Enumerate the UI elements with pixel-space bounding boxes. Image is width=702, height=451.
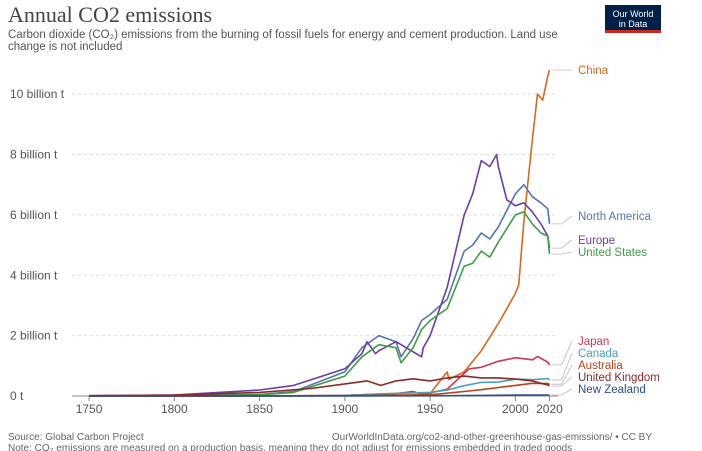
x-tick-label-6: 2020: [536, 402, 563, 416]
chart-title: Annual CO2 emissions: [8, 2, 213, 27]
legend-connector-new-zealand: [551, 388, 573, 396]
series-line-united-states: [89, 211, 551, 397]
logo-text-line1: Our World: [612, 9, 654, 19]
legend-label-japan: Japan: [578, 336, 609, 348]
y-tick-label-0: 0 t: [10, 389, 24, 403]
legend-label-canada: Canada: [578, 348, 619, 360]
legend-connector-united-kingdom: [551, 376, 573, 387]
source-note: Source: Global Carbon Project: [8, 432, 144, 443]
y-tick-label-1: 2 billion t: [10, 329, 58, 343]
x-tick-label-4: 1950: [417, 402, 444, 416]
chart-subtitle: Carbon dioxide (CO₂) emissions from the …: [8, 29, 558, 53]
legend-label-australia: Australia: [578, 360, 623, 372]
x-tick-label-3: 1900: [331, 402, 358, 416]
x-tick-label-5: 2000: [502, 402, 529, 416]
series-line-europe: [89, 153, 551, 397]
y-tick-label-2: 4 billion t: [10, 268, 58, 282]
legend-label-united-states: United States: [578, 247, 647, 259]
legend-label-china: China: [578, 65, 609, 77]
series-line-united-kingdom: [89, 375, 550, 397]
legend-label-europe: Europe: [578, 235, 615, 247]
legend-connector-canada: [551, 352, 573, 381]
x-tick-label-1: 1800: [161, 402, 188, 416]
legend-label-united-kingdom: United Kingdom: [578, 372, 660, 384]
legend-connector-united-states: [551, 251, 573, 255]
x-tick-label-0: 1750: [76, 402, 103, 416]
series-line-north-america: [89, 183, 551, 397]
series-line-australia: [89, 382, 550, 397]
legend-connector-japan: [551, 340, 573, 366]
y-tick-label-4: 8 billion t: [10, 148, 58, 162]
source-url[interactable]: OurWorldInData.org/co2-and-other-greenho…: [331, 432, 652, 443]
legend-connector-australia: [551, 364, 573, 385]
legend-connector-europe: [551, 239, 573, 249]
y-tick-label-5: 10 billion t: [10, 87, 65, 101]
legend-label-new-zealand: New Zealand: [578, 384, 646, 396]
legend-label-north-america: North America: [578, 211, 651, 223]
x-tick-label-2: 1850: [246, 402, 273, 416]
legend-connector-north-america: [551, 215, 573, 225]
logo-text-line2: in Data: [618, 19, 648, 29]
owid-logo[interactable]: Our World in Data: [605, 5, 661, 33]
y-tick-label-3: 6 billion t: [10, 208, 58, 222]
footnote: Note: CO₂ emissions are measured on a pr…: [8, 443, 573, 451]
series-line-new-zealand: [89, 394, 550, 397]
